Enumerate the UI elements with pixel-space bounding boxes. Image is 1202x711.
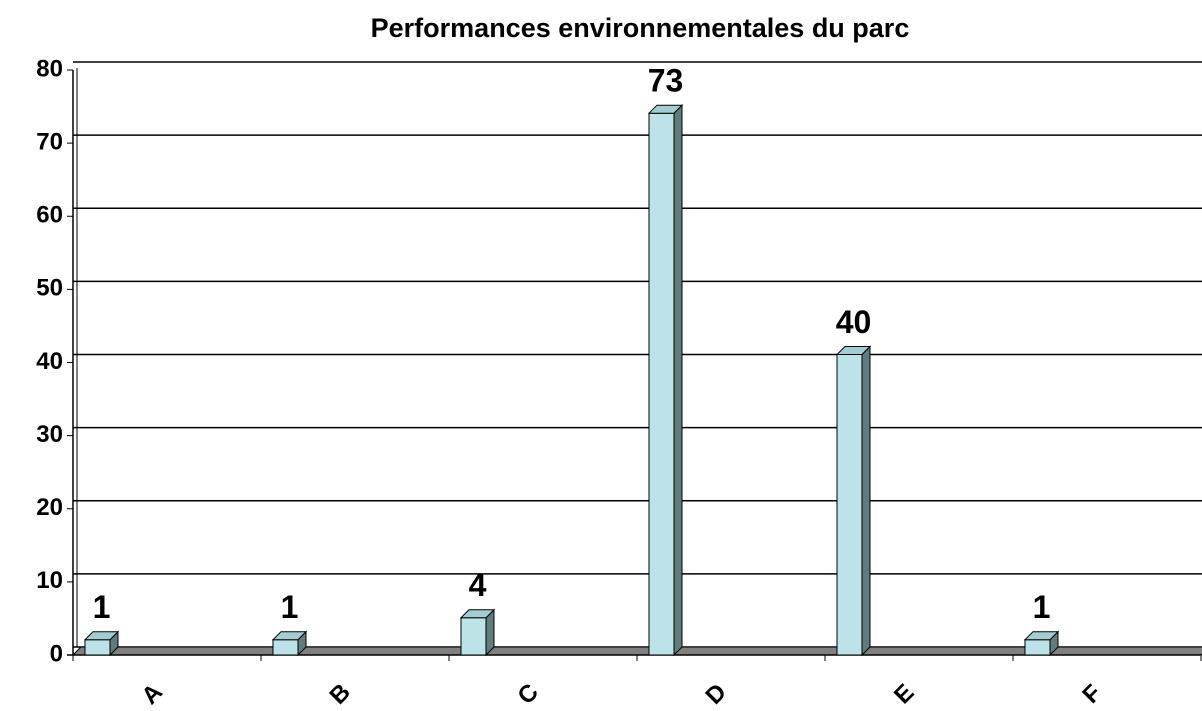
bar-top bbox=[835, 346, 872, 355]
y-tick-label: 80 bbox=[36, 55, 63, 82]
x-tick-label: C bbox=[513, 679, 544, 710]
y-tick-label: 60 bbox=[36, 202, 63, 229]
bar-front bbox=[460, 617, 487, 656]
bar bbox=[1023, 630, 1060, 657]
y-tick-label: 10 bbox=[36, 567, 63, 594]
bar bbox=[835, 345, 872, 657]
bar bbox=[271, 630, 308, 657]
data-label: 4 bbox=[469, 567, 487, 603]
bar-front bbox=[84, 639, 111, 656]
x-tick-label: D bbox=[701, 679, 732, 710]
data-label: 1 bbox=[93, 589, 111, 625]
x-tick-label: B bbox=[325, 679, 356, 710]
bar-front bbox=[1024, 639, 1051, 656]
bar-top bbox=[83, 631, 120, 641]
y-tick-label: 30 bbox=[36, 421, 63, 448]
data-label: 40 bbox=[836, 304, 872, 340]
bar-top bbox=[1023, 631, 1060, 641]
bar-top bbox=[647, 104, 684, 114]
bar-side bbox=[673, 103, 683, 657]
bar bbox=[647, 103, 684, 657]
y-tick-label: 50 bbox=[36, 275, 63, 302]
bar-front bbox=[836, 354, 863, 656]
y-tick-label: 0 bbox=[50, 640, 63, 667]
bar-front bbox=[648, 112, 675, 656]
y-tick-label: 70 bbox=[36, 128, 63, 155]
y-tick-label: 40 bbox=[36, 348, 63, 375]
data-label: 1 bbox=[281, 589, 299, 625]
bar-front bbox=[272, 639, 299, 656]
bar-top bbox=[271, 631, 308, 641]
chart-title: Performances environnementales du parc bbox=[371, 13, 910, 43]
y-tick-label: 20 bbox=[36, 494, 63, 521]
x-tick-label: E bbox=[889, 679, 919, 709]
x-tick-label: F bbox=[1077, 679, 1106, 708]
data-label: 1 bbox=[1033, 589, 1051, 625]
data-label: 73 bbox=[648, 63, 684, 99]
bar bbox=[459, 608, 496, 657]
bar-side bbox=[861, 345, 871, 657]
bar bbox=[83, 630, 120, 657]
x-tick-label: A bbox=[137, 679, 168, 710]
bar-top bbox=[459, 609, 496, 619]
